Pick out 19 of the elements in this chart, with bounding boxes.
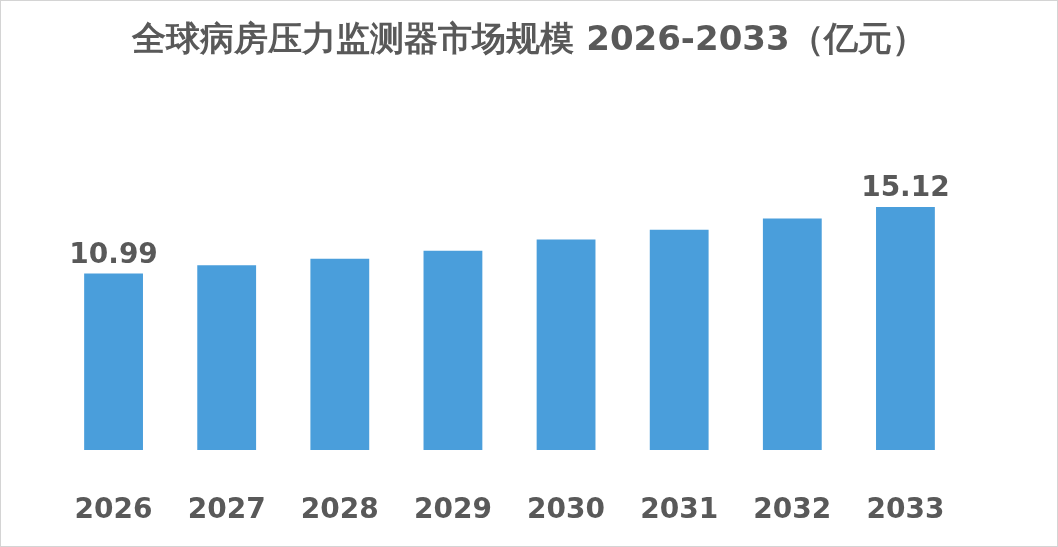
bar: [649, 229, 709, 450]
bar: [536, 239, 596, 450]
chart-title: 全球病房压力监测器市场规模 2026-2033（亿元）: [131, 18, 927, 58]
bar: [876, 207, 935, 450]
x-tick-label: 2031: [640, 492, 719, 526]
bar: [762, 218, 822, 450]
data-label: 10.99: [69, 236, 158, 270]
x-tick-label: 2027: [187, 492, 266, 526]
x-tick-label: 2028: [300, 492, 379, 526]
bar: [197, 265, 257, 450]
x-tick-label: 2033: [866, 492, 945, 526]
bar: [84, 273, 143, 450]
x-tick-label: 2030: [527, 492, 606, 526]
x-tick-label: 2026: [74, 492, 153, 526]
x-tick-label: 2032: [753, 492, 832, 526]
bar: [423, 250, 483, 450]
data-label: 15.12: [861, 170, 950, 204]
bar: [310, 258, 370, 450]
x-tick-label: 2029: [413, 492, 492, 526]
